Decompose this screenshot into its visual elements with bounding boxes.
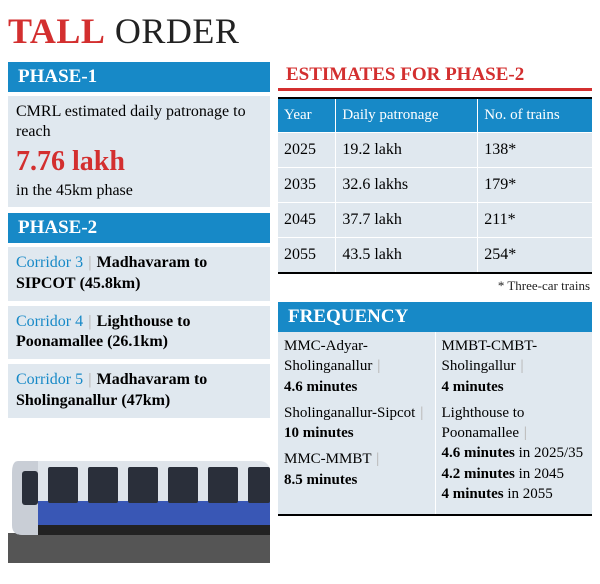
title-bold: TALL [8, 11, 105, 51]
phase1-pre: CMRL estimated daily patronage to reach [16, 103, 246, 140]
infographic: TALL ORDER PHASE-1 CMRL estimated daily … [0, 0, 600, 584]
left-column: PHASE-1 CMRL estimated daily patronage t… [8, 62, 270, 563]
main-title: TALL ORDER [8, 10, 592, 52]
frequency-body: MMC-Adyar-Sholinganallur |4.6 minutesSho… [278, 332, 592, 516]
train-image [8, 423, 270, 563]
freq-col-left: MMC-Adyar-Sholinganallur |4.6 minutesSho… [278, 332, 436, 514]
title-light: ORDER [115, 11, 240, 51]
estimates-header: ESTIMATES FOR PHASE-2 [278, 62, 592, 91]
phase1-big: 7.76 lakh [16, 144, 262, 179]
estimates-table: YearDaily patronageNo. of trains 202519.… [278, 97, 592, 274]
freq-col-right: MMBT-CMBT-Sholingallur |4 minutesLightho… [436, 332, 593, 514]
right-column: ESTIMATES FOR PHASE-2 YearDaily patronag… [278, 62, 592, 563]
phase1-body: CMRL estimated daily patronage to reach … [8, 96, 270, 207]
phase1-header: PHASE-1 [8, 62, 270, 92]
table-note: * Three-car trains [280, 278, 590, 294]
phase2-header: PHASE-2 [8, 213, 270, 243]
phase1-post: in the 45km phase [16, 182, 133, 199]
frequency-header: FREQUENCY [278, 302, 592, 332]
corridors-list: Corridor 3 | Madhavaram to SIPCOT (45.8k… [8, 247, 270, 418]
